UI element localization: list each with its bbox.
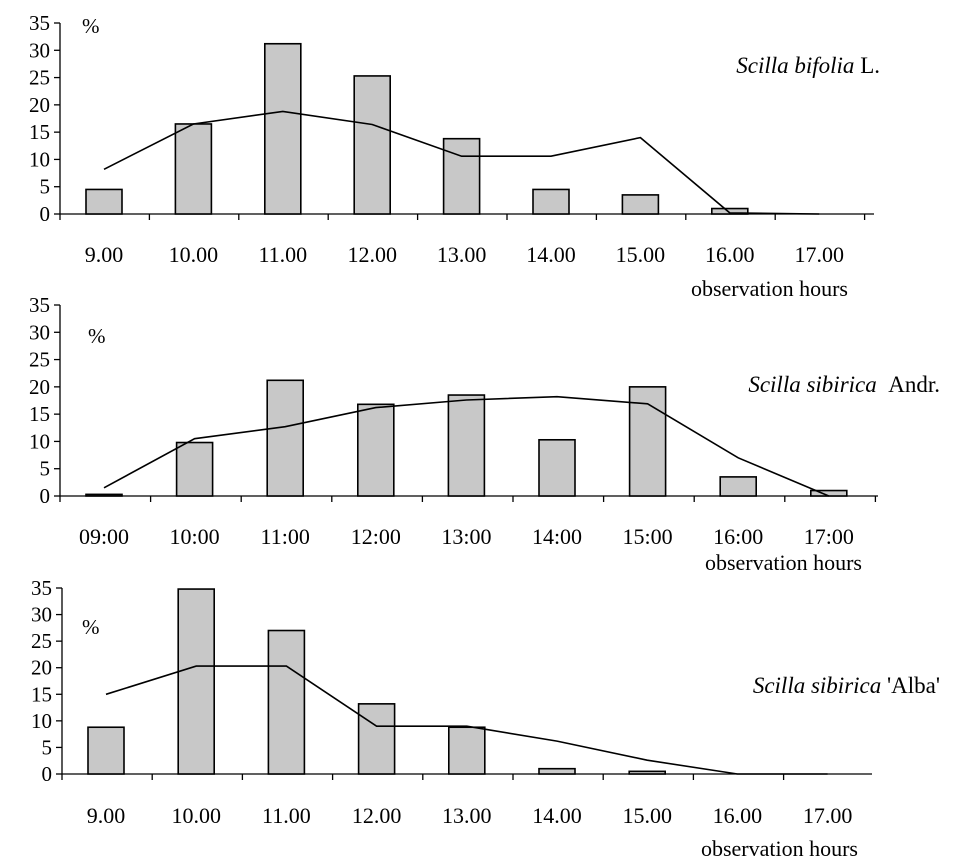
- x-tick-label: 17:00: [804, 524, 854, 549]
- bar: [538, 438, 576, 497]
- y-tick-label: 5: [40, 175, 51, 199]
- y-tick-label: 30: [31, 603, 52, 627]
- y-tick-label: 30: [29, 320, 50, 344]
- bar: [357, 703, 396, 775]
- x-tick-label: 14.00: [526, 242, 576, 267]
- y-tick-label: 15: [31, 682, 52, 706]
- y-tick-label: 10: [31, 709, 52, 733]
- x-tick-label: 9.00: [85, 242, 124, 267]
- bar: [628, 386, 667, 497]
- x-tick-label: 16.00: [713, 803, 763, 828]
- x-tick-label: 17.00: [803, 803, 853, 828]
- x-axis-title: observation hours: [691, 276, 848, 301]
- y-tick-label: 35: [29, 11, 50, 35]
- x-axis-title: observation hours: [701, 836, 858, 861]
- y-tick-label: 15: [29, 120, 50, 144]
- bar: [263, 42, 302, 215]
- bar: [447, 394, 486, 497]
- x-tick-label: 09:00: [79, 524, 129, 549]
- bar: [356, 403, 395, 497]
- bar: [177, 588, 215, 775]
- bar: [353, 75, 392, 215]
- y-tick-label: 35: [29, 293, 50, 317]
- x-tick-label: 17.00: [794, 242, 844, 267]
- y-unit-label: %: [82, 14, 100, 38]
- y-tick-label: 20: [29, 93, 50, 117]
- y-tick-label: 0: [42, 762, 53, 786]
- x-tick-label: 10.00: [171, 803, 221, 828]
- bar: [628, 770, 667, 775]
- species-suffix: 'Alba': [881, 673, 940, 698]
- x-tick-label: 15.00: [616, 242, 666, 267]
- y-unit-label: %: [88, 324, 106, 348]
- x-tick-label: 10.00: [169, 242, 219, 267]
- y-tick-label: 0: [40, 484, 51, 508]
- x-tick-label: 11.00: [262, 803, 311, 828]
- species-label: Scilla bifolia L.: [736, 53, 880, 78]
- x-tick-label: 13.00: [437, 242, 487, 267]
- bar: [447, 726, 486, 775]
- x-tick-label: 12:00: [351, 524, 401, 549]
- y-tick-label: 25: [31, 629, 52, 653]
- y-tick-label: 35: [31, 576, 52, 600]
- trend-line: [105, 665, 828, 775]
- y-tick-label: 10: [29, 147, 50, 171]
- x-tick-label: 11.00: [258, 242, 307, 267]
- species-name: Scilla sibirica: [748, 372, 876, 397]
- x-tick-label: 12.00: [347, 242, 397, 267]
- x-tick-label: 15:00: [623, 524, 673, 549]
- bar: [710, 207, 749, 215]
- bar: [532, 188, 570, 215]
- species-label: Scilla sibirica 'Alba': [753, 673, 940, 698]
- y-tick-label: 0: [40, 202, 51, 226]
- bar: [87, 726, 125, 775]
- y-tick-label: 5: [40, 457, 51, 481]
- x-tick-label: 9.00: [87, 803, 126, 828]
- bar: [175, 441, 214, 497]
- trend-line: [103, 110, 820, 215]
- x-axis-title: observation hours: [705, 550, 862, 575]
- species-label: Scilla sibirica Andr.: [748, 372, 940, 397]
- species-name: Scilla bifolia: [736, 53, 854, 78]
- trend-line: [103, 395, 830, 497]
- y-tick-label: 25: [29, 348, 50, 372]
- bar: [85, 188, 123, 215]
- y-tick-label: 20: [31, 656, 52, 680]
- y-tick-label: 10: [29, 429, 50, 453]
- species-name: Scilla sibirica: [753, 673, 881, 698]
- species-suffix: Andr.: [877, 372, 940, 397]
- x-tick-label: 14:00: [532, 524, 582, 549]
- bar: [442, 137, 481, 215]
- bar: [266, 379, 305, 497]
- bar: [621, 194, 660, 215]
- y-tick-label: 20: [29, 375, 50, 399]
- bar: [174, 123, 213, 215]
- bar: [719, 476, 758, 497]
- species-suffix: L.: [854, 53, 880, 78]
- x-tick-label: 11:00: [261, 524, 310, 549]
- x-tick-label: 12.00: [352, 803, 402, 828]
- x-tick-label: 15.00: [622, 803, 672, 828]
- x-tick-label: 10:00: [170, 524, 220, 549]
- x-tick-label: 16.00: [705, 242, 755, 267]
- y-unit-label: %: [82, 615, 100, 639]
- y-tick-label: 5: [42, 735, 53, 759]
- y-tick-label: 30: [29, 38, 50, 62]
- bar: [538, 767, 576, 775]
- x-tick-label: 16:00: [713, 524, 763, 549]
- x-tick-label: 13.00: [442, 803, 492, 828]
- y-tick-label: 15: [29, 402, 50, 426]
- y-tick-label: 25: [29, 66, 50, 90]
- x-tick-label: 14.00: [532, 803, 582, 828]
- bar: [85, 493, 123, 497]
- x-tick-label: 13:00: [441, 524, 491, 549]
- bar: [267, 629, 306, 775]
